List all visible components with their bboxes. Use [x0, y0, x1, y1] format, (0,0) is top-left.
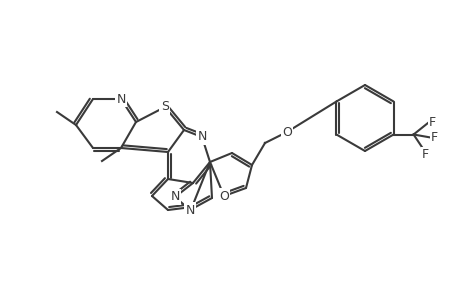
Text: N: N — [197, 130, 206, 143]
Text: F: F — [421, 148, 428, 161]
Text: S: S — [161, 100, 168, 113]
Text: N: N — [116, 92, 125, 106]
Text: N: N — [185, 203, 194, 217]
Text: F: F — [430, 131, 437, 144]
Text: F: F — [428, 116, 435, 129]
Text: N: N — [170, 190, 179, 203]
Text: O: O — [281, 125, 291, 139]
Text: O: O — [218, 190, 229, 202]
